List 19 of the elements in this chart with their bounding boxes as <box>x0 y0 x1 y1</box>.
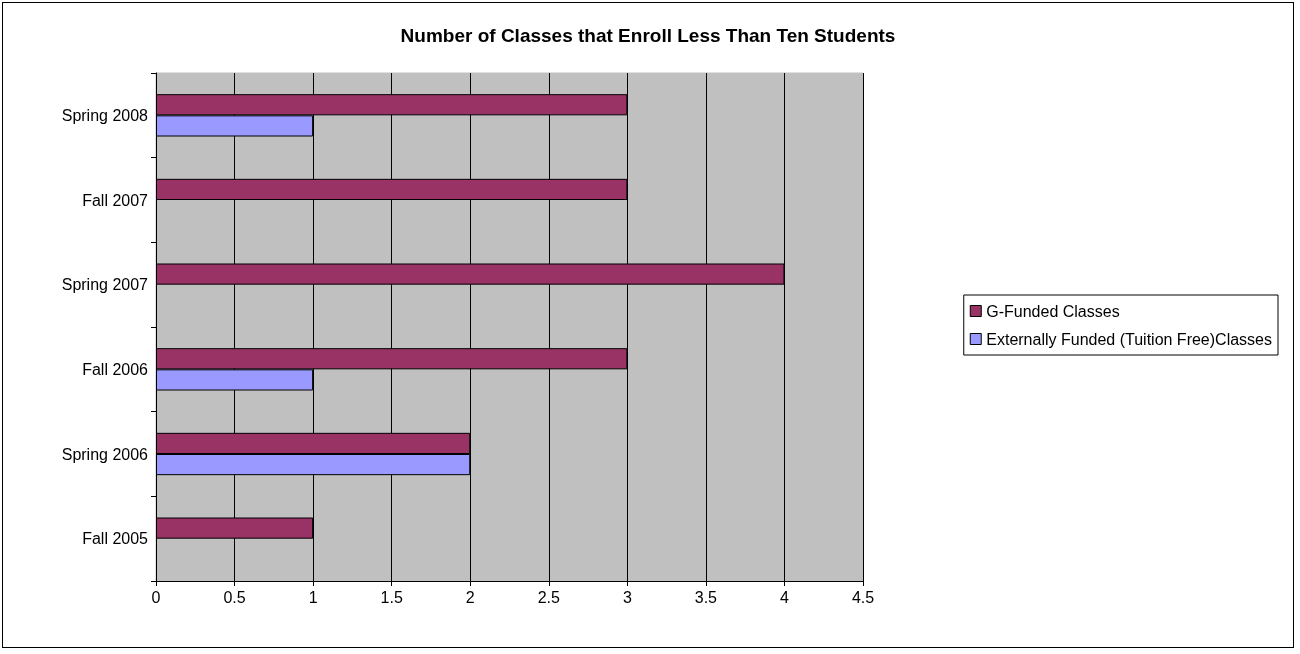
x-tick-label: 2 <box>465 588 475 606</box>
chart-title: Number of Classes that Enroll Less Than Ten Students <box>400 25 896 46</box>
x-tick-label: 1.5 <box>380 588 403 606</box>
legend-label: Externally Funded (Tuition Free)Classes <box>986 330 1273 348</box>
x-tick-label: 2.5 <box>537 588 560 606</box>
y-tick-label: Fall 2007 <box>82 191 149 209</box>
y-tick-label: Spring 2008 <box>61 106 149 124</box>
y-tick-label: Fall 2005 <box>82 530 149 548</box>
y-tick-label: Fall 2006 <box>82 360 149 378</box>
y-tick-label: Spring 2007 <box>61 276 149 294</box>
x-tick-label: 3.5 <box>694 588 718 606</box>
x-tick-label: 1 <box>308 588 318 606</box>
x-tick-label: 3 <box>622 588 632 606</box>
x-tick-label: 4 <box>779 588 789 606</box>
x-tick-label: 0 <box>151 588 161 606</box>
x-tick-label: 0.5 <box>223 588 246 606</box>
y-tick-label: Spring 2006 <box>61 445 149 463</box>
legend-label: G-Funded Classes <box>986 302 1120 320</box>
x-tick-label: 4.5 <box>851 588 875 606</box>
